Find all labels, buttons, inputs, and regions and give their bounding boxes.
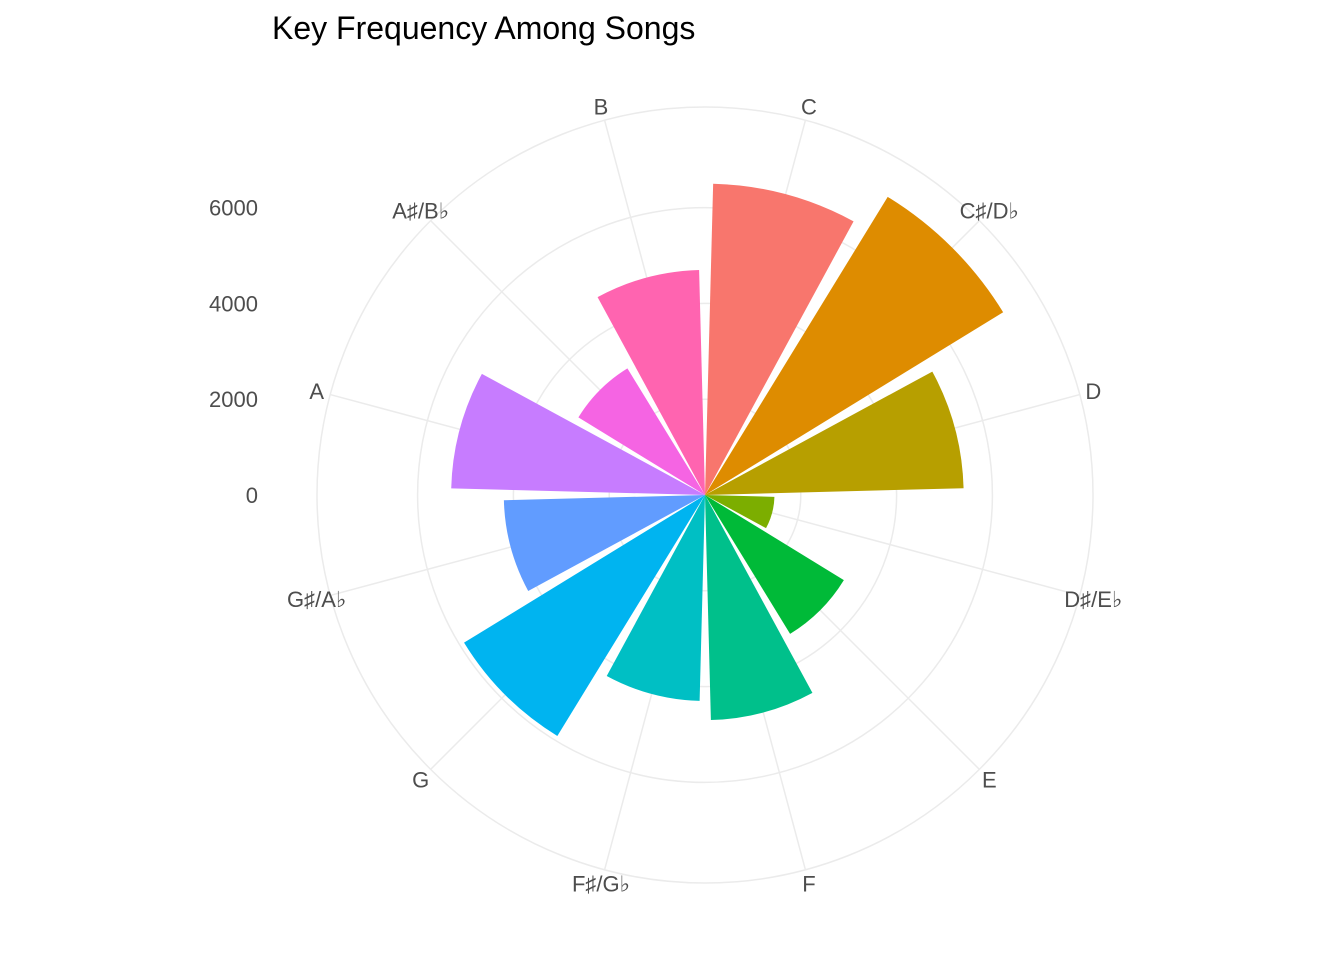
category-label-9: A	[309, 379, 324, 404]
bar-4	[705, 495, 844, 634]
bar-2	[705, 371, 964, 495]
grid-circle-3	[416, 206, 994, 784]
bar-10	[578, 368, 705, 495]
bar-3	[705, 495, 775, 529]
bar-0	[705, 183, 854, 495]
grid-circle-2	[512, 302, 898, 688]
y-tick-label-1: 2000	[209, 387, 258, 412]
y-tick-label-3: 6000	[209, 196, 258, 221]
bar-8	[503, 495, 705, 591]
chart-title: Key Frequency Among Songs	[272, 10, 696, 46]
bar-6	[606, 495, 705, 701]
grid-circle-1	[608, 398, 802, 592]
grid-circle-outer	[316, 106, 1094, 884]
category-label-1: C♯/D♭	[960, 199, 1019, 224]
category-label-3: D♯/E♭	[1064, 587, 1122, 612]
category-label-10: A♯/B♭	[392, 199, 449, 224]
category-labels: C C♯/D♭ D D♯/E♭ E F F♯/G♭ G G♯/A♭ A A♯/B♭ B	[287, 95, 1122, 897]
category-label-5: F	[802, 871, 815, 896]
y-tick-label-0: 0	[246, 483, 258, 508]
category-label-4: E	[982, 767, 997, 792]
bar-5	[705, 495, 813, 721]
category-label-7: G	[412, 767, 429, 792]
bar-7	[464, 495, 705, 736]
category-label-2: D	[1085, 379, 1101, 404]
category-label-8: G♯/A♭	[287, 587, 346, 612]
bar-9	[451, 373, 705, 495]
y-tick-label-2: 4000	[209, 291, 258, 316]
category-label-11: B	[594, 95, 609, 120]
bar-layer	[451, 183, 1004, 736]
category-label-0: C	[801, 95, 817, 120]
category-label-6: F♯/G♭	[572, 871, 630, 896]
y-axis-ticks: 0 2000 4000 6000	[209, 196, 258, 508]
bar-11	[597, 269, 705, 495]
bar-1	[705, 196, 1004, 495]
